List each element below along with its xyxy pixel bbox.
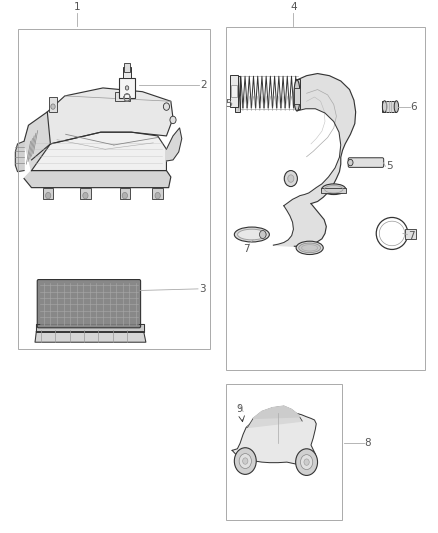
Ellipse shape [299,243,321,253]
Circle shape [234,448,256,474]
Polygon shape [47,88,173,144]
Polygon shape [15,141,24,172]
Circle shape [122,192,127,199]
Bar [405,229,416,239]
Bar [296,79,300,109]
Polygon shape [36,324,144,332]
Ellipse shape [296,241,323,255]
Text: 5: 5 [226,99,232,109]
Bar [49,97,57,112]
Bar [235,76,240,112]
Circle shape [170,116,176,124]
Circle shape [155,192,160,199]
Polygon shape [166,128,182,161]
Circle shape [304,459,309,465]
Text: 7: 7 [243,244,250,254]
Bar [80,188,91,199]
Circle shape [284,171,297,187]
Circle shape [239,454,251,469]
Text: 9: 9 [237,404,243,414]
Circle shape [296,449,318,475]
Circle shape [288,175,294,182]
Bar [124,63,130,72]
Bar [119,78,135,98]
Bar [231,85,237,97]
Circle shape [51,104,55,109]
Bar [321,188,346,193]
Ellipse shape [259,230,266,239]
Text: 4: 4 [290,2,297,12]
Bar [226,27,425,370]
Polygon shape [284,74,356,206]
Bar [123,67,131,78]
Polygon shape [232,411,316,465]
Text: 3: 3 [199,284,206,294]
Ellipse shape [394,101,399,112]
Text: 7: 7 [408,231,415,240]
Circle shape [243,458,248,464]
Text: 6: 6 [410,102,417,111]
Bar [18,29,210,349]
Bar [230,75,238,107]
Polygon shape [247,406,302,427]
Circle shape [83,192,88,199]
FancyBboxPatch shape [348,158,384,167]
Circle shape [163,103,170,110]
Bar [115,92,130,101]
Circle shape [125,86,129,90]
Ellipse shape [294,80,300,111]
Polygon shape [273,204,326,246]
Ellipse shape [234,227,269,242]
Polygon shape [32,132,166,171]
FancyBboxPatch shape [37,279,141,328]
Bar [120,188,130,199]
Bar [226,384,342,520]
Bar [294,88,300,104]
Ellipse shape [382,101,387,112]
Polygon shape [24,171,171,188]
Text: 8: 8 [364,439,371,448]
Ellipse shape [237,229,266,240]
Polygon shape [253,406,300,418]
Text: 5: 5 [386,161,393,171]
Polygon shape [35,332,146,342]
Text: 2: 2 [201,80,207,90]
Ellipse shape [321,184,346,195]
Circle shape [348,159,353,166]
Circle shape [46,192,51,199]
Bar [152,188,163,199]
Text: 1: 1 [73,2,80,12]
Circle shape [300,455,313,470]
Bar [43,188,53,199]
Bar [382,101,396,112]
Polygon shape [24,112,50,171]
